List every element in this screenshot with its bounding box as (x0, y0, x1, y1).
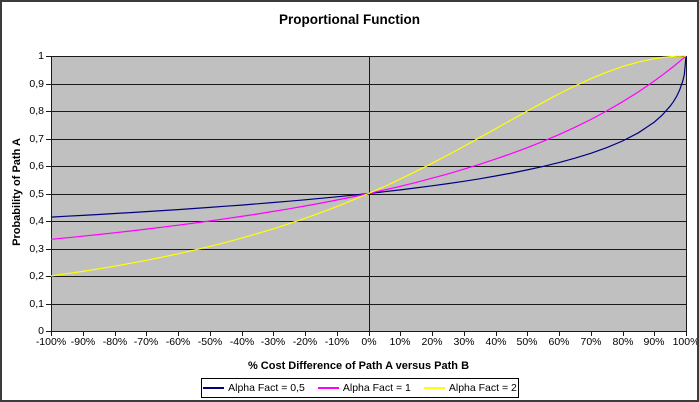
x-tick-label: 30% (453, 336, 475, 348)
x-tick-label: 80% (612, 336, 634, 348)
x-tick-label: -10% (324, 336, 350, 348)
y-tick-label: 0,8 (29, 105, 44, 117)
legend-item-alpha-2: Alpha Fact = 2 (423, 382, 517, 394)
x-tick-label: 100% (672, 336, 699, 348)
x-tick-label: 60% (548, 336, 570, 348)
x-tick-label: -80% (102, 336, 128, 348)
y-tick-label: 0,3 (29, 243, 44, 255)
x-tick-label: 40% (485, 336, 507, 348)
series-line-0 (50, 55, 687, 218)
x-tick-label: -30% (260, 336, 286, 348)
y-tick-label: 0,6 (29, 160, 44, 172)
x-tick-label: -50% (197, 336, 223, 348)
series-line-2 (50, 55, 686, 277)
x-tick-label: 20% (421, 336, 443, 348)
y-tick-label: 0 (38, 325, 44, 337)
x-tick-label: 0% (361, 336, 377, 348)
legend-line-swatch-alpha-05 (203, 387, 225, 389)
y-tick-label: 0,7 (29, 133, 44, 145)
legend-label-alpha-05: Alpha Fact = 0,5 (228, 382, 305, 394)
legend-line-swatch-alpha-1 (317, 387, 339, 389)
x-tick-label: -70% (133, 336, 159, 348)
legend: Alpha Fact = 0,5 Alpha Fact = 1 Alpha Fa… (201, 378, 519, 398)
legend-item-alpha-1: Alpha Fact = 1 (317, 382, 411, 394)
y-tick-label: 0,9 (29, 78, 44, 90)
x-tick-label: 70% (580, 336, 602, 348)
legend-item-alpha-05: Alpha Fact = 0,5 (203, 382, 305, 394)
y-tick-label: 0,2 (29, 270, 44, 282)
x-tick-label: -90% (70, 336, 96, 348)
x-tick-label: -100% (35, 336, 67, 348)
x-tick-label: 50% (516, 336, 538, 348)
x-tick-label: 10% (389, 336, 411, 348)
y-tick-label: 1 (38, 50, 44, 62)
chart-title: Proportional Function (279, 12, 420, 27)
legend-label-alpha-1: Alpha Fact = 1 (342, 382, 411, 394)
x-tick-label: -40% (229, 336, 255, 348)
x-tick-label: 90% (643, 336, 665, 348)
x-tick-label: -60% (165, 336, 191, 348)
y-tick-label: 0,4 (29, 215, 44, 227)
y-tick-label: 0,1 (29, 298, 44, 310)
legend-label-alpha-2: Alpha Fact = 2 (448, 382, 517, 394)
x-tick-label: -20% (292, 336, 318, 348)
y-tick-label: 0,5 (29, 188, 44, 200)
x-axis-title: % Cost Difference of Path A versus Path … (247, 360, 470, 372)
legend-line-swatch-alpha-2 (423, 387, 445, 389)
series-line-1 (50, 55, 687, 240)
